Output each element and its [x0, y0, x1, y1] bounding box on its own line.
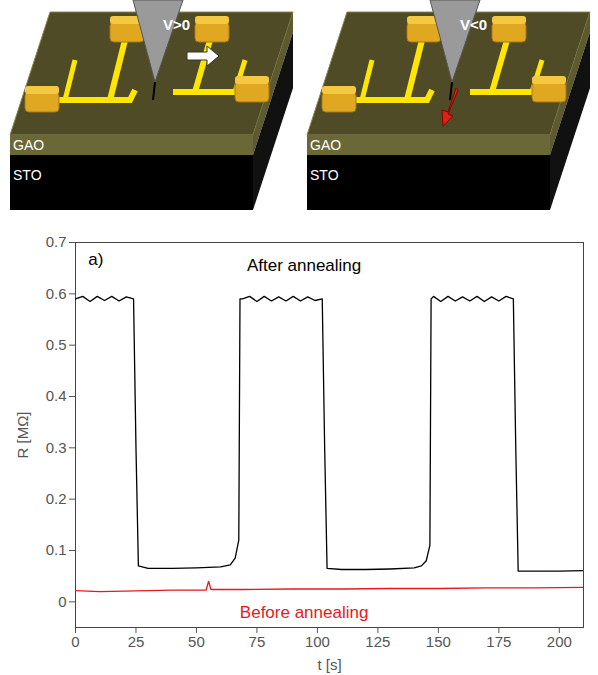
- svg-text:125: 125: [365, 633, 390, 650]
- svg-text:0.5: 0.5: [46, 336, 67, 353]
- svg-text:50: 50: [188, 633, 205, 650]
- svg-text:0: 0: [58, 593, 66, 610]
- svg-text:GAO: GAO: [13, 137, 44, 153]
- svg-text:GAO: GAO: [310, 137, 341, 153]
- svg-text:150: 150: [426, 633, 451, 650]
- svg-text:75: 75: [249, 633, 266, 650]
- svg-text:0.3: 0.3: [46, 439, 67, 456]
- svg-text:V>0: V>0: [163, 16, 190, 33]
- svg-text:a): a): [88, 250, 103, 269]
- svg-text:STO: STO: [310, 167, 339, 183]
- svg-text:t [s]: t [s]: [317, 656, 341, 673]
- svg-text:After annealing: After annealing: [247, 256, 361, 275]
- svg-text:0.2: 0.2: [46, 490, 67, 507]
- svg-text:0.1: 0.1: [46, 541, 67, 558]
- svg-text:V<0: V<0: [460, 16, 487, 33]
- svg-text:100: 100: [305, 633, 330, 650]
- svg-text:R [MΩ]: R [MΩ]: [14, 411, 31, 458]
- svg-text:0.7: 0.7: [46, 233, 67, 250]
- svg-text:0.6: 0.6: [46, 285, 67, 302]
- svg-text:0: 0: [71, 633, 79, 650]
- svg-text:200: 200: [547, 633, 572, 650]
- svg-text:Before annealing: Before annealing: [240, 603, 369, 622]
- svg-text:STO: STO: [13, 167, 42, 183]
- svg-text:0.4: 0.4: [46, 387, 67, 404]
- svg-text:25: 25: [128, 633, 145, 650]
- svg-text:175: 175: [486, 633, 511, 650]
